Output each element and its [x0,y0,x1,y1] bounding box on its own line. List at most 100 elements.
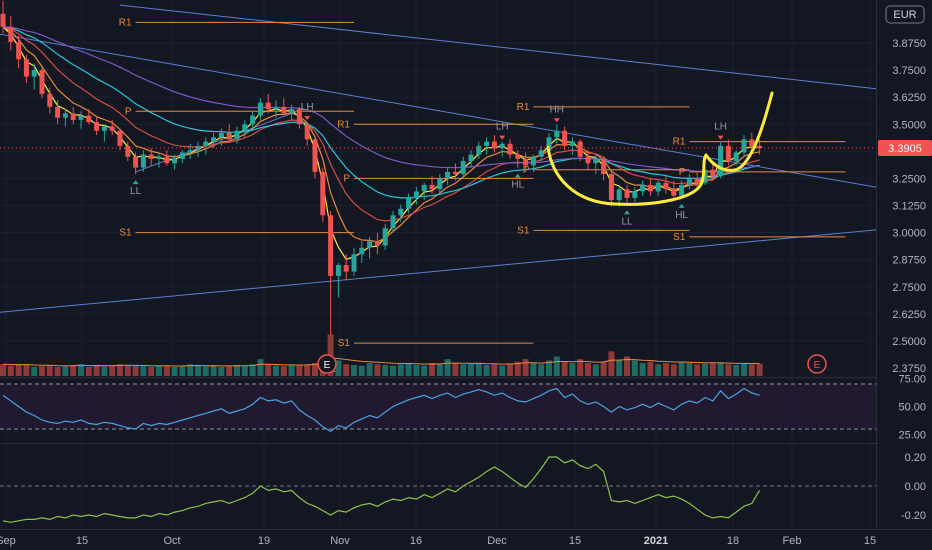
volume-bar [577,359,584,376]
earnings-marker-label: E [324,360,331,371]
candle-body [117,130,123,146]
volume-bar [156,365,162,376]
volume-bar [616,360,623,376]
pivot-label-hh: HH [550,104,564,115]
pivot-level-label: P [523,165,530,176]
volume-bar [585,363,591,376]
candle-body [452,171,458,175]
volume-bar [273,365,279,376]
candle-body [538,150,544,157]
volume-bar [187,364,194,376]
trend-line-1[interactable] [0,33,932,202]
time-tick-label: Feb [783,535,802,547]
candle-body [686,178,692,185]
volume-bar [23,364,30,376]
candle-body [663,182,669,190]
volume-bar [46,365,53,376]
pivot-arrow [553,118,560,123]
volume-bar [709,363,716,376]
candle-body [460,161,466,175]
time-tick-label: Dec [487,535,507,547]
time-tick-label: 15 [76,535,88,547]
time-tick-label: 15 [569,535,581,547]
pivot-arrow [304,116,311,121]
volume-bar [335,360,342,376]
currency-selector[interactable]: EUR [885,5,925,24]
candle-body [710,169,716,177]
candle-body [507,143,513,155]
time-tick-label: Oct [163,535,180,547]
volume-bar [343,364,350,376]
volume-bar [655,364,662,376]
volume-bar [0,364,6,376]
ma-slow-line [2,26,760,173]
candle-body [569,141,575,146]
candle-body [367,241,373,248]
candle-body [398,208,404,216]
earnings-marker-feb[interactable]: E [807,354,827,374]
candle-body [593,158,599,164]
volume-bar [397,364,404,376]
volume-bar [507,363,513,376]
volume-bar [436,364,443,376]
volume-bar [70,364,77,376]
price-tick-label: 2.7500 [892,282,926,294]
volume-bar [733,364,740,376]
candle-body [491,141,497,149]
volume-bar [444,359,451,376]
pivot-label-lh: LH [496,122,509,133]
candle-body [187,150,193,153]
volume-bar [553,356,560,376]
candle-body [437,178,443,190]
candle-body [281,106,287,114]
candle-body [312,139,318,172]
pivot-arrow [717,135,724,140]
candle-body [359,247,365,255]
candle-body [624,189,630,198]
volume-bar [117,364,123,376]
candle-body [741,139,747,153]
pivot-arrow [499,135,506,140]
candle-body [0,13,6,27]
pivot-arrow [678,203,685,208]
cup-and-handle-drawing[interactable] [546,91,774,206]
pivot-level-label: S1 [338,338,351,349]
candle-body [640,184,646,192]
candle-body [16,41,22,60]
rsi-band-fill [0,384,876,429]
volume-bar [179,365,186,376]
candle-body [718,145,724,177]
volume-bar [202,366,209,376]
pivot-level-label: S1 [517,225,530,236]
volume-bar [546,360,552,376]
volume-bar [756,363,763,376]
pivot-level-label: P [343,173,350,184]
ma-fast-line [2,26,760,261]
price-axis[interactable]: 3.87503.75003.62503.50003.37503.25003.12… [892,38,926,375]
candle-body [554,130,560,138]
candle-body [250,115,256,125]
volume-bar [249,364,256,376]
candle-body [382,228,388,246]
volume-bar [171,366,178,376]
volume-bar [491,364,498,376]
price-tick-label: 2.3750 [892,363,926,375]
time-axis[interactable]: Sep 15 Oct 19 Nov 16 Dec 15 2021 18 Feb 15 [0,535,876,547]
volume-bar [124,364,131,376]
pivot-level-label: R1 [337,119,350,130]
trend-line-3[interactable] [119,4,932,98]
pivot-level-label: P [125,106,132,117]
volume-bar [499,365,506,376]
ma-medium-line [2,26,760,222]
volume-bar [132,365,139,376]
volume-bar [280,366,287,376]
moving-averages [2,26,760,261]
price-candles [0,0,763,352]
candle-body [523,158,529,166]
volume-bar [304,364,311,376]
rsi-tick-label: 75.00 [898,373,926,385]
candle-body [218,132,224,138]
earnings-marker-nov[interactable]: E [317,354,337,374]
